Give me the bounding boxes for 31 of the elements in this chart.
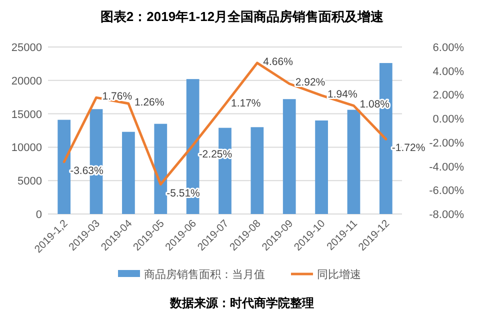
bar xyxy=(122,132,135,214)
bar xyxy=(154,124,168,214)
bar xyxy=(347,110,360,214)
chart-title: 图表2：2019年1-12月全国商品房销售面积及增速 xyxy=(100,9,385,24)
legend-label: 同比增速 xyxy=(317,268,361,281)
data-label: 1.17% xyxy=(231,98,261,110)
y-tick-label: 15000 xyxy=(11,108,42,121)
y2-tick-label: -6.00% xyxy=(429,185,464,198)
data-label: 1.76% xyxy=(102,90,132,103)
y-tick-label: 10000 xyxy=(11,142,42,154)
legend-label: 商品房销售面积：当月值 xyxy=(144,268,265,281)
bar xyxy=(250,127,264,214)
y-tick-label: 20000 xyxy=(11,75,42,88)
data-label: 1.94% xyxy=(328,88,358,100)
data-label: 4.66% xyxy=(263,56,293,68)
data-label: 2.92% xyxy=(295,76,326,89)
y-tick-label: 25000 xyxy=(11,42,42,54)
y2-tick-label: 2.00% xyxy=(432,90,464,102)
y2-tick-label: -8.00% xyxy=(429,209,464,221)
y2-tick-label: 4.00% xyxy=(432,66,464,78)
bar xyxy=(58,120,71,214)
y2-tick-label: 6.00% xyxy=(432,42,464,54)
y2-tick-label: -4.00% xyxy=(429,161,464,174)
y-tick-label: 5000 xyxy=(18,176,42,188)
source-note: 数据来源：时代商学院整理 xyxy=(169,296,314,310)
bar xyxy=(282,99,296,214)
y2-tick-label: 0.00% xyxy=(432,114,464,126)
y2-tick-label: -2.00% xyxy=(429,137,464,150)
data-label: 1.26% xyxy=(134,96,164,109)
bar xyxy=(315,120,328,214)
y-tick-label: 0 xyxy=(36,209,42,221)
